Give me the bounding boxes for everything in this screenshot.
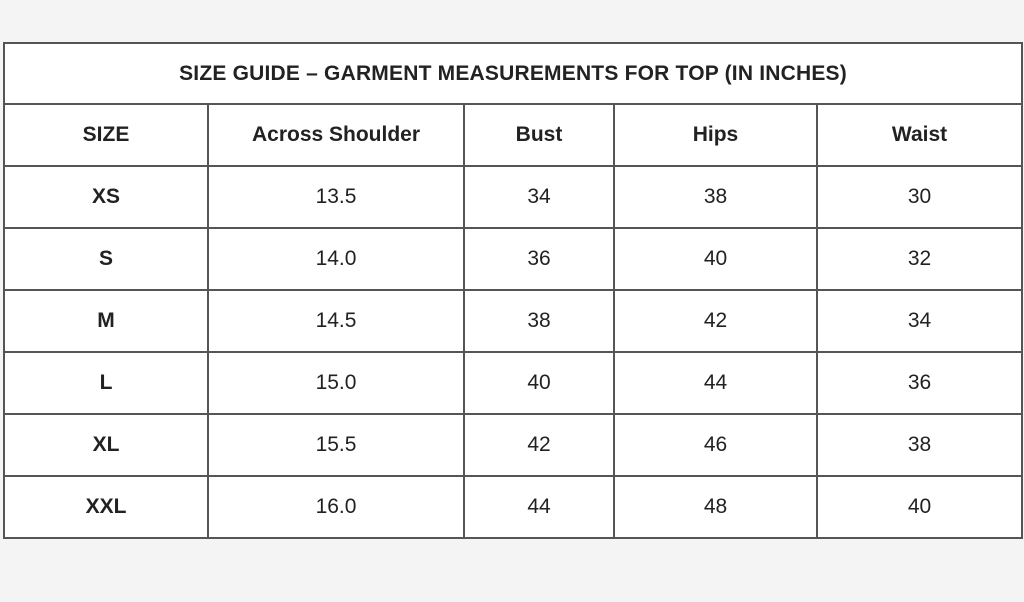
cell-across-shoulder: 14.0 bbox=[207, 227, 465, 291]
cell-size: L bbox=[3, 351, 209, 415]
column-header-waist: Waist bbox=[815, 103, 1024, 167]
size-guide-table: SIZE GUIDE – GARMENT MEASUREMENTS FOR TO… bbox=[2, 42, 1024, 539]
cell-hips: 46 bbox=[613, 413, 818, 477]
cell-hips: 38 bbox=[613, 165, 818, 229]
cell-hips: 48 bbox=[613, 475, 818, 539]
cell-waist: 30 bbox=[815, 165, 1024, 229]
table-row: S 14.0 36 40 32 bbox=[3, 227, 1024, 291]
table-row: XXL 16.0 44 48 40 bbox=[3, 475, 1024, 539]
cell-across-shoulder: 14.5 bbox=[207, 289, 465, 353]
cell-across-shoulder: 13.5 bbox=[207, 165, 465, 229]
cell-across-shoulder: 15.5 bbox=[207, 413, 465, 477]
cell-size: XS bbox=[3, 165, 209, 229]
column-header-bust: Bust bbox=[463, 103, 615, 167]
table-row: XS 13.5 34 38 30 bbox=[3, 165, 1024, 229]
column-header-size: SIZE bbox=[3, 103, 209, 167]
cell-hips: 44 bbox=[613, 351, 818, 415]
cell-size: XXL bbox=[3, 475, 209, 539]
cell-bust: 44 bbox=[463, 475, 615, 539]
cell-bust: 38 bbox=[463, 289, 615, 353]
cell-hips: 42 bbox=[613, 289, 818, 353]
cell-waist: 38 bbox=[815, 413, 1024, 477]
cell-bust: 40 bbox=[463, 351, 615, 415]
table-title: SIZE GUIDE – GARMENT MEASUREMENTS FOR TO… bbox=[2, 42, 1024, 105]
cell-size: M bbox=[3, 289, 209, 353]
cell-waist: 36 bbox=[815, 351, 1024, 415]
cell-hips: 40 bbox=[613, 227, 818, 291]
cell-bust: 36 bbox=[463, 227, 615, 291]
cell-across-shoulder: 15.0 bbox=[207, 351, 465, 415]
table-row: L 15.0 40 44 36 bbox=[3, 351, 1024, 415]
cell-waist: 40 bbox=[815, 475, 1024, 539]
column-header-hips: Hips bbox=[613, 103, 818, 167]
header-row: SIZE Across Shoulder Bust Hips Waist bbox=[3, 103, 1024, 167]
cell-across-shoulder: 16.0 bbox=[207, 475, 465, 539]
cell-waist: 34 bbox=[815, 289, 1024, 353]
cell-size: S bbox=[3, 227, 209, 291]
cell-bust: 34 bbox=[463, 165, 615, 229]
table-row: M 14.5 38 42 34 bbox=[3, 289, 1024, 353]
cell-waist: 32 bbox=[815, 227, 1024, 291]
column-header-across-shoulder: Across Shoulder bbox=[207, 103, 465, 167]
table-row: XL 15.5 42 46 38 bbox=[3, 413, 1024, 477]
cell-bust: 42 bbox=[463, 413, 615, 477]
cell-size: XL bbox=[3, 413, 209, 477]
